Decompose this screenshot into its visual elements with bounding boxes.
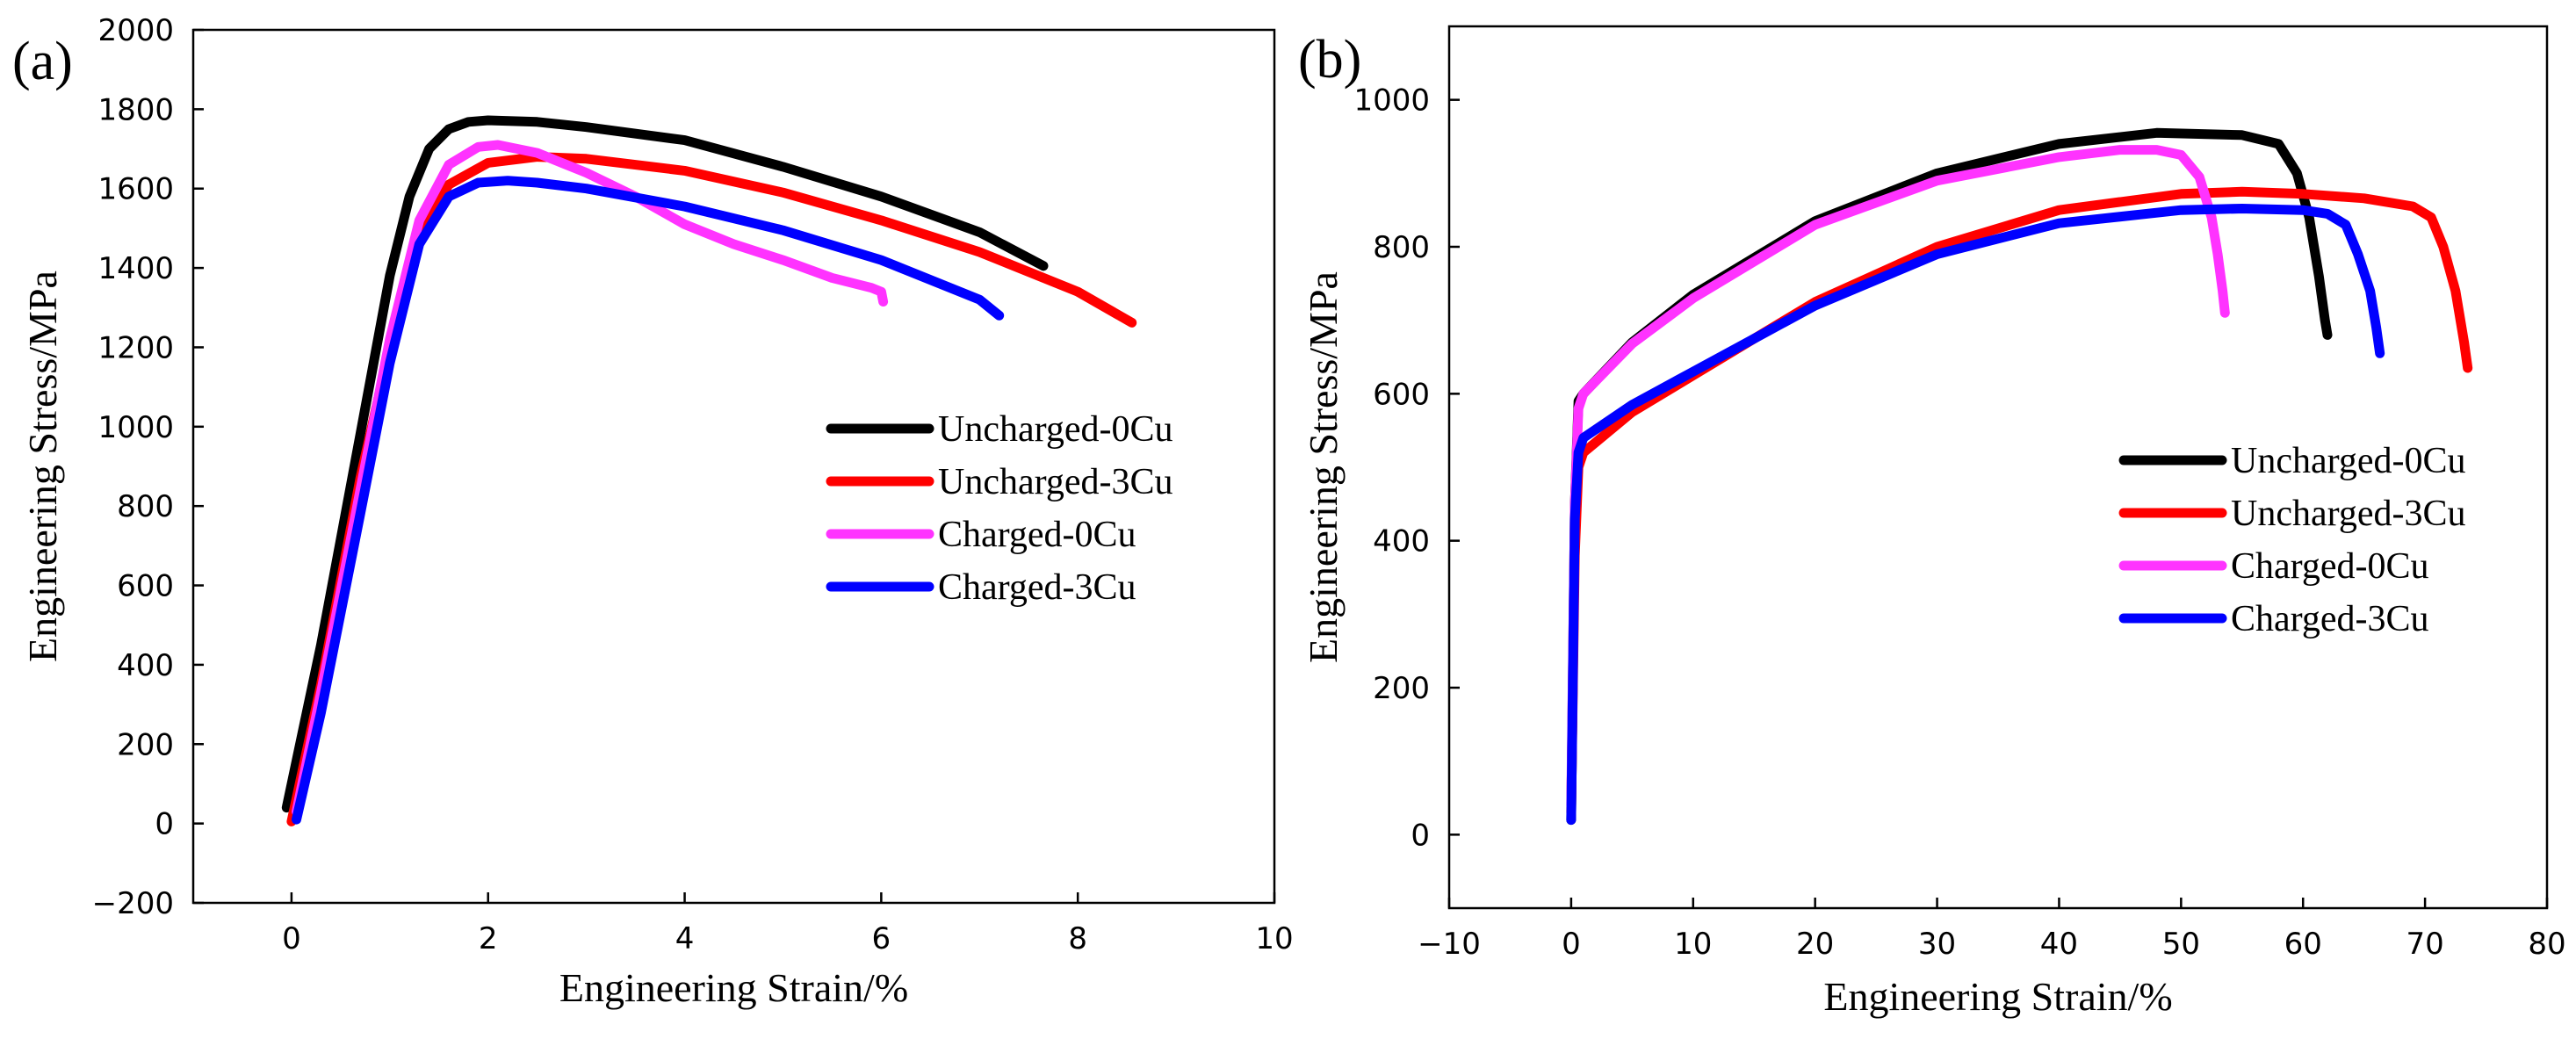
x-tick-label: 2 <box>479 921 498 956</box>
x-tick-label: 20 <box>1796 927 1834 962</box>
x-axis-label: Engineering Strain/% <box>1823 974 2172 1019</box>
legend-entry-label: Uncharged-3Cu <box>938 462 1173 502</box>
series-line-uncharged-0cu <box>281 115 1049 813</box>
x-tick-label: 0 <box>282 921 301 956</box>
y-tick-label: 0 <box>155 807 174 842</box>
legend-entry-label: Uncharged-0Cu <box>2231 441 2465 481</box>
y-tick-label: 600 <box>117 569 174 604</box>
plot-frame <box>191 28 1276 905</box>
legend-entry-label: Charged-0Cu <box>2231 546 2429 587</box>
series-line-charged-3cu <box>1566 204 2385 826</box>
y-axis-label: Engineering Stress/MPa <box>1301 271 1346 663</box>
chart-panel-a: 0 2 4 6 8 10 −200 0 200 400 600 800 1000 1200 1400 1600… <box>12 13 1294 1010</box>
y-tick-label: 400 <box>117 648 174 683</box>
x-tick-label: 50 <box>2162 927 2200 962</box>
y-tick-label: 1200 <box>97 330 174 365</box>
x-tick-label: 10 <box>1255 921 1293 956</box>
legend-entry-label: Uncharged-3Cu <box>2231 494 2465 534</box>
y-tick-label: 1600 <box>97 172 174 207</box>
plot-frame <box>1447 25 2549 910</box>
legend: Uncharged-0Cu Uncharged-3Cu Charged-0Cu Cha… <box>826 409 1173 608</box>
y-tick-label: 800 <box>117 489 174 524</box>
x-tick-label: 8 <box>1068 921 1087 956</box>
y-tick-label: 800 <box>1373 230 1430 265</box>
x-tick-label: 40 <box>2040 927 2078 962</box>
x-tick-label: 10 <box>1674 927 1712 962</box>
x-tick-label: 30 <box>1918 927 1956 962</box>
x-tick-label: 80 <box>2528 927 2565 962</box>
panel-label: (b) <box>1298 30 1361 90</box>
x-tick-label: 60 <box>2284 927 2322 962</box>
panel-label: (a) <box>12 32 73 91</box>
y-tick-label: 1400 <box>97 251 174 286</box>
y-tick-label: 1000 <box>1353 83 1430 119</box>
y-tick-label: 1000 <box>97 410 174 445</box>
y-tick-label: 600 <box>1373 377 1430 412</box>
legend-entry-label: Charged-0Cu <box>938 515 1136 555</box>
y-tick-label: −200 <box>92 886 174 921</box>
legend-entry-label: Charged-3Cu <box>938 567 1136 608</box>
y-axis-label: Engineering Stress/MPa <box>20 271 65 662</box>
y-tick-label: 200 <box>1373 671 1430 706</box>
chart-panel-b: −10 0 10 20 30 40 50 60 70 8002004006008001000Eng… <box>1298 25 2566 1019</box>
x-tick-label: 4 <box>675 921 695 956</box>
x-tick-label: 6 <box>872 921 891 956</box>
y-tick-label: 1800 <box>97 92 174 127</box>
y-tick-label: 400 <box>1373 524 1430 559</box>
x-tick-label: −10 <box>1418 927 1481 962</box>
legend-entry-label: Charged-3Cu <box>2231 599 2429 639</box>
y-tick-label: 2000 <box>97 13 174 48</box>
y-tick-label: 0 <box>1411 818 1430 853</box>
legend-entry-label: Uncharged-0Cu <box>938 409 1173 450</box>
series-line-charged-3cu <box>292 176 1005 825</box>
y-tick-label: 200 <box>117 727 174 762</box>
x-axis-label: Engineering Strain/% <box>559 965 908 1010</box>
series-line-charged-0cu <box>1566 145 2230 811</box>
x-tick-label: 0 <box>1562 927 1581 962</box>
legend: Uncharged-0Cu Uncharged-3Cu Charged-0Cu Cha… <box>2118 441 2465 639</box>
x-tick-label: 70 <box>2406 927 2443 962</box>
